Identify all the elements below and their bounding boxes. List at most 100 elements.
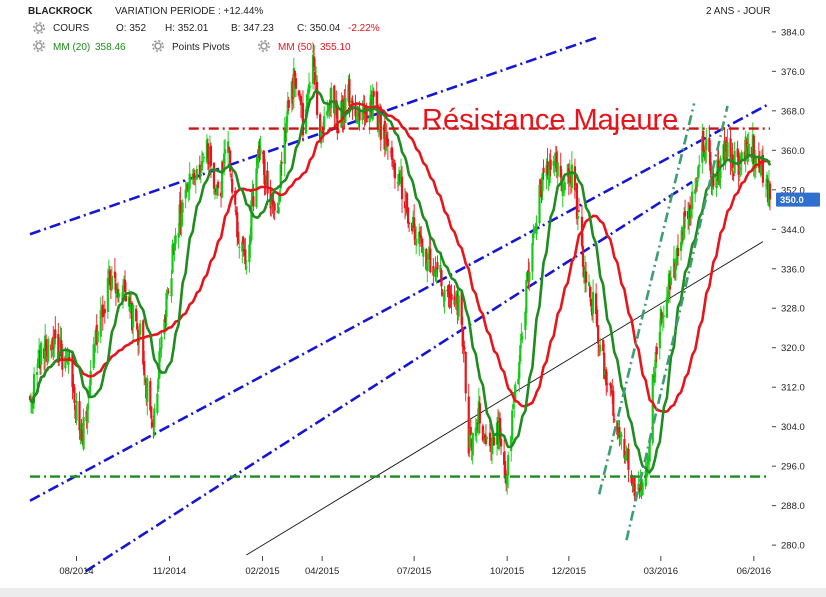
candle <box>355 111 358 124</box>
candle-body <box>54 329 57 339</box>
annotation-label: Résistance Majeure <box>422 104 678 136</box>
candle-body <box>386 138 389 147</box>
candle <box>613 413 616 423</box>
candle <box>195 165 198 180</box>
candle-body <box>599 344 602 352</box>
candle-body <box>511 410 514 441</box>
candle-body <box>436 262 439 270</box>
candle <box>627 443 630 483</box>
x-tick-label: 08/2014 <box>59 566 93 577</box>
candle-body <box>556 162 559 177</box>
candle-body <box>654 352 657 369</box>
settings-gear-icon[interactable] <box>258 40 270 52</box>
candle-body <box>250 200 253 241</box>
candle-body <box>255 168 258 208</box>
candle-body <box>595 293 598 315</box>
candle <box>316 75 319 119</box>
candle <box>40 341 43 375</box>
candle-body <box>695 187 698 189</box>
candle-body <box>174 235 177 244</box>
candle-body <box>665 297 668 318</box>
candle-body <box>283 127 286 165</box>
candle <box>619 430 622 446</box>
series-line-mm20 <box>29 89 772 474</box>
candle-body <box>597 325 600 344</box>
candle-body <box>244 249 247 265</box>
candle-body <box>426 262 429 272</box>
candle-body <box>413 217 416 229</box>
candle-body <box>153 408 156 428</box>
candle <box>73 384 76 410</box>
candle-body <box>71 353 74 388</box>
candle-body <box>108 270 111 286</box>
candle <box>435 267 438 284</box>
candle <box>641 479 644 496</box>
candle <box>690 208 693 226</box>
candle-body <box>149 381 152 411</box>
candle-body <box>415 238 418 246</box>
y-tick-label: 280.0 <box>781 541 805 552</box>
candle <box>245 259 248 275</box>
candle <box>694 178 697 203</box>
candle <box>610 383 613 396</box>
candle-body <box>377 129 380 131</box>
candle-body <box>216 181 220 189</box>
candle <box>519 339 522 365</box>
candle-body <box>137 329 140 346</box>
candle-body <box>655 346 658 355</box>
scrollbar-track[interactable] <box>0 588 826 597</box>
candle-body <box>180 212 183 227</box>
candle-body <box>563 182 566 191</box>
candle <box>375 81 378 109</box>
symbol-label: BLACKROCK <box>28 6 93 17</box>
candle <box>259 135 262 161</box>
candle-body <box>425 249 428 270</box>
candle <box>110 266 113 292</box>
candle-body <box>405 193 409 213</box>
candle-body <box>146 378 149 403</box>
candle-body <box>747 143 750 158</box>
settings-gear-icon[interactable] <box>33 40 45 52</box>
candle-body <box>75 400 78 421</box>
candle <box>507 451 510 489</box>
candle <box>606 372 609 393</box>
cours-label: COURS <box>53 23 89 34</box>
candle <box>591 279 595 324</box>
candle <box>116 282 120 303</box>
candle-body <box>82 416 85 450</box>
candle-body <box>336 105 339 134</box>
settings-gear-icon[interactable] <box>33 22 45 34</box>
candle-body <box>308 86 312 88</box>
candle-body <box>139 323 142 335</box>
candle-body <box>165 292 168 317</box>
candle <box>283 117 286 177</box>
candle <box>216 179 220 197</box>
candle-body <box>36 358 40 368</box>
candle <box>698 155 701 178</box>
candle <box>393 159 397 189</box>
pivots-label: Points Pivots <box>172 42 230 53</box>
candle-body <box>672 258 676 278</box>
candle-body <box>333 85 336 114</box>
candle-body <box>328 105 331 111</box>
candle <box>244 238 247 270</box>
candle <box>406 206 410 228</box>
candle-body <box>531 243 534 272</box>
candle <box>308 81 312 91</box>
settings-gear-icon[interactable] <box>152 40 164 52</box>
candle-body <box>475 422 478 431</box>
y-tick-label: 344.0 <box>781 225 805 236</box>
candle-body <box>348 79 351 107</box>
candle <box>666 284 669 304</box>
candle <box>612 385 615 424</box>
candle-body <box>712 173 715 187</box>
candle-body <box>93 349 96 351</box>
candle-body <box>375 91 378 105</box>
candle-body <box>506 475 509 485</box>
candle-body <box>264 183 267 185</box>
candle <box>106 268 109 319</box>
candle <box>546 148 549 180</box>
candle-body <box>469 426 472 435</box>
candle <box>599 337 602 356</box>
candle <box>531 233 534 280</box>
